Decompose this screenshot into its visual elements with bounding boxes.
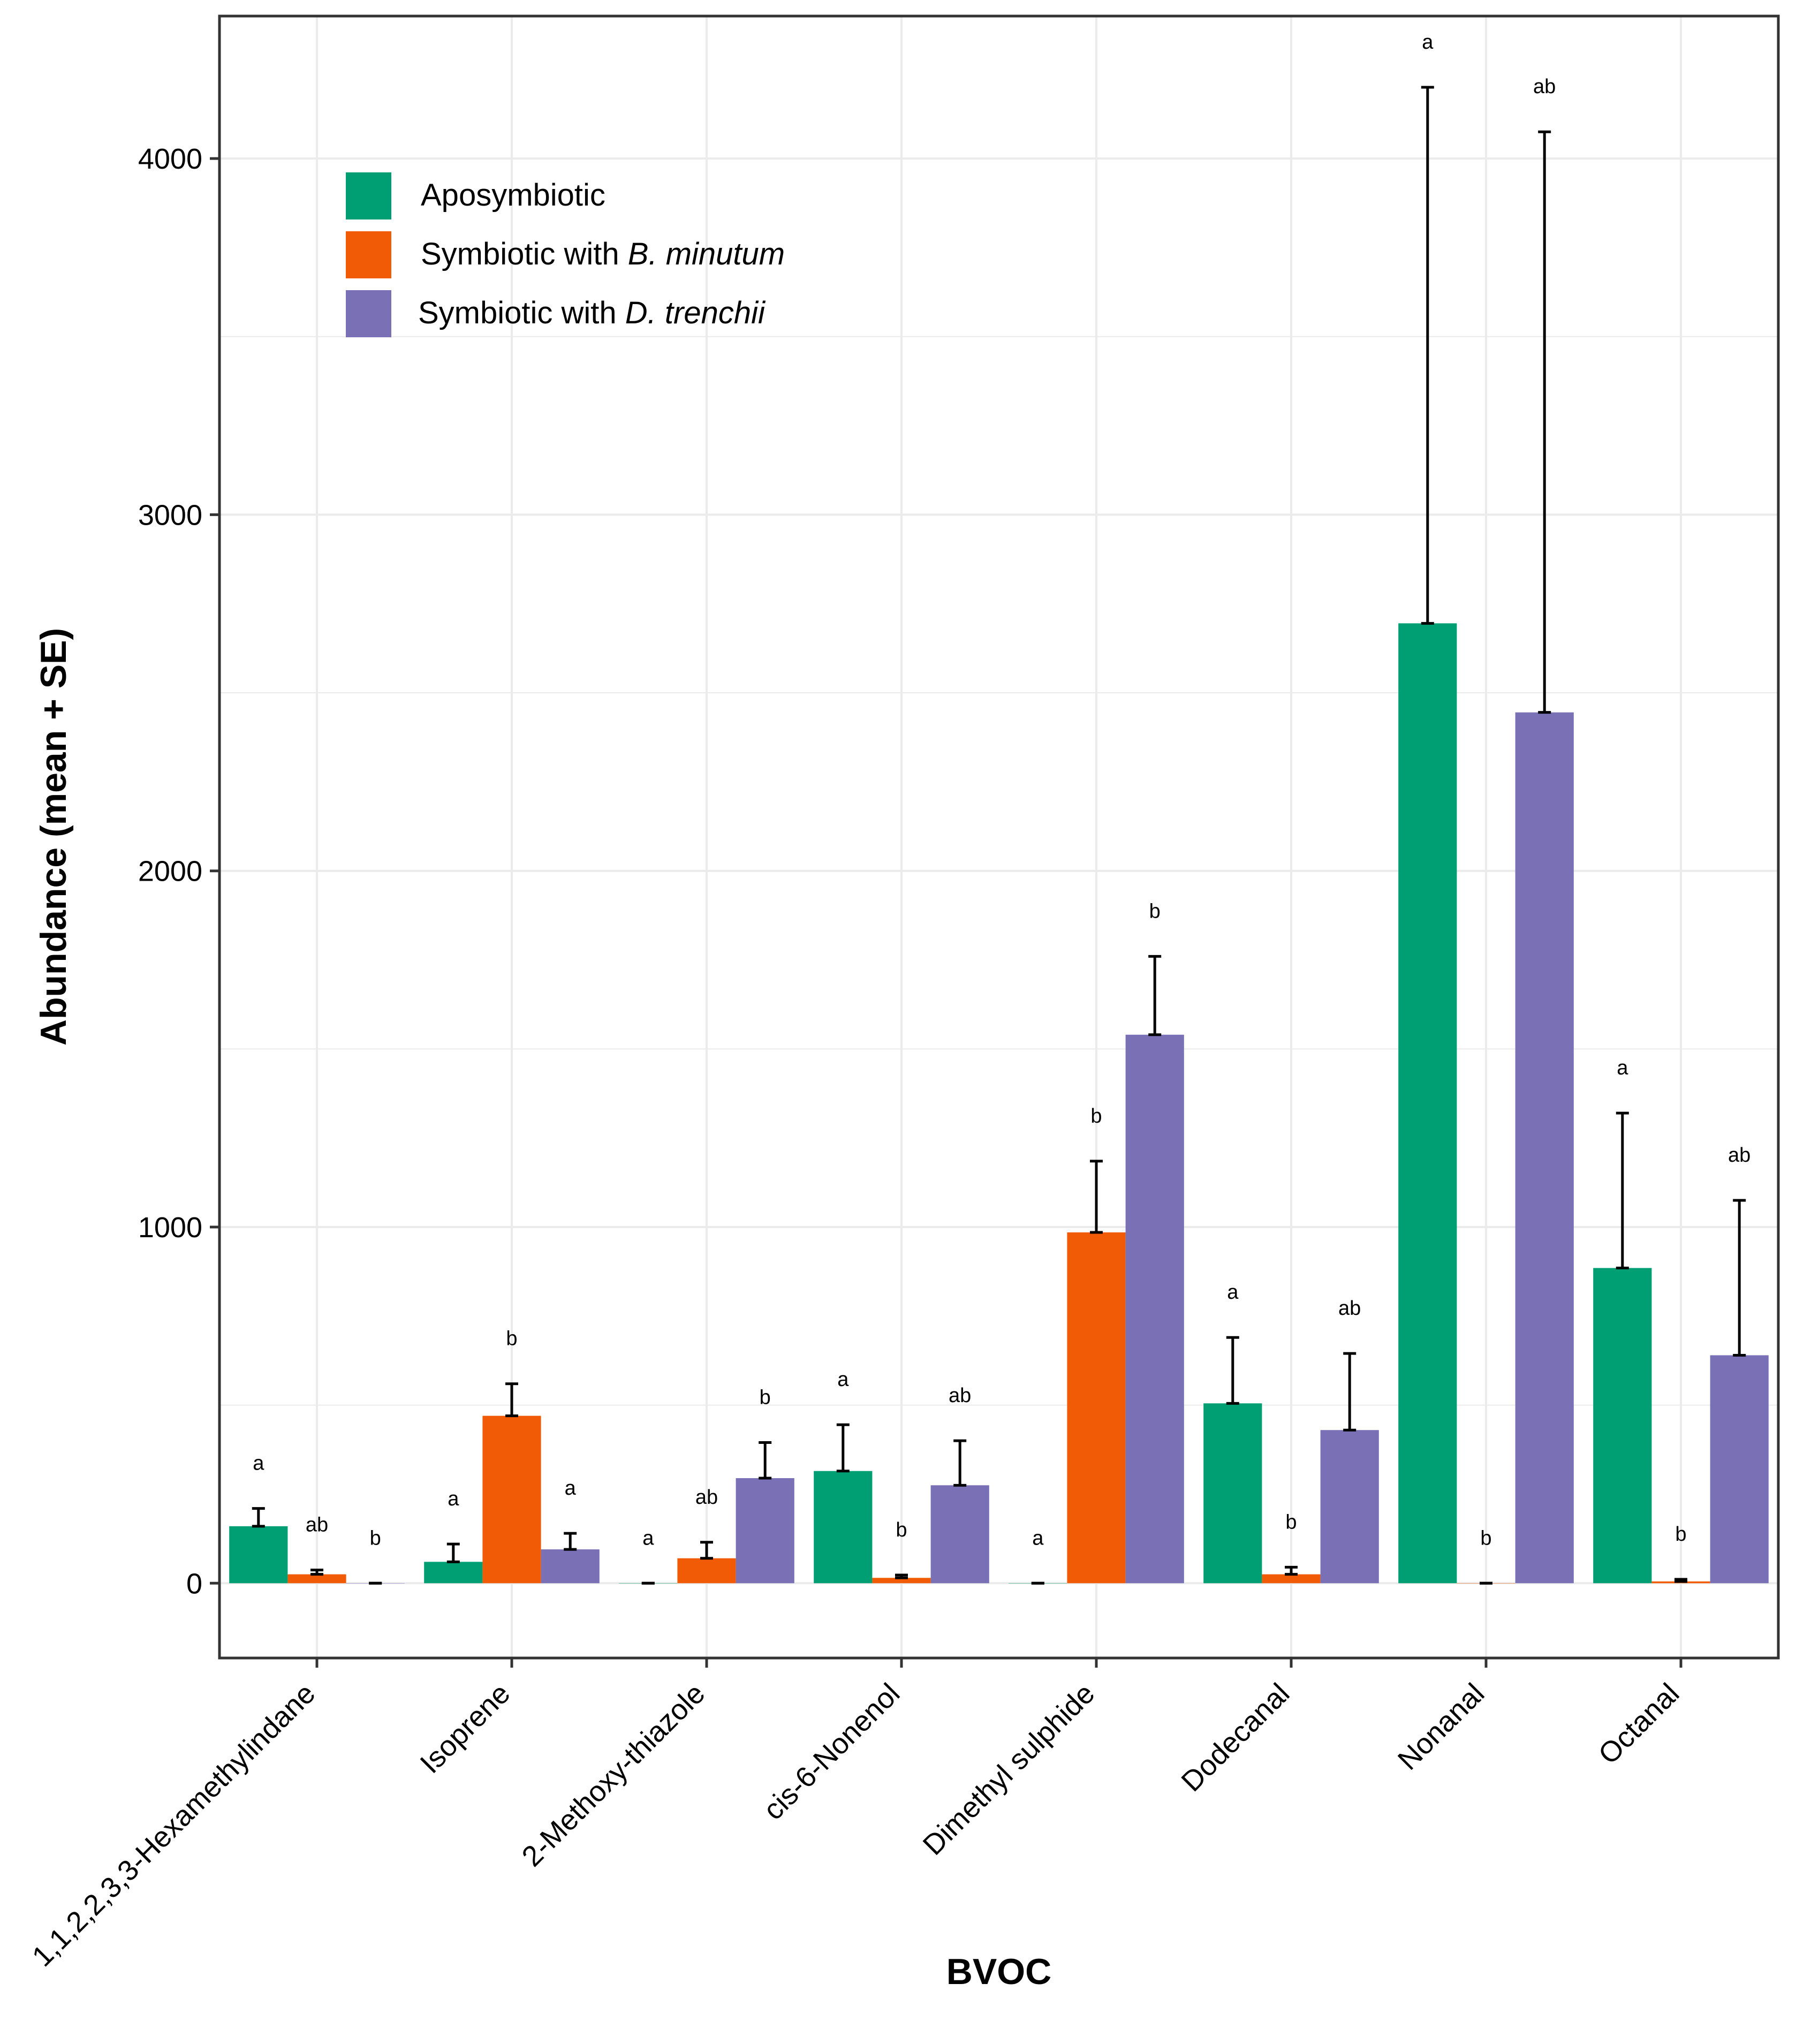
significance-letter: b xyxy=(370,1527,381,1549)
significance-letter: a xyxy=(837,1368,849,1391)
significance-letter: ab xyxy=(695,1486,718,1509)
significance-letter: a xyxy=(448,1488,459,1510)
significance-letter: b xyxy=(760,1386,771,1409)
bar xyxy=(541,1549,600,1584)
significance-letter: b xyxy=(1090,1105,1102,1127)
bar xyxy=(677,1558,736,1584)
bar xyxy=(1398,623,1457,1584)
legend-label-b-minutum: Symbiotic with B. minutum xyxy=(421,237,785,271)
significance-letter: ab xyxy=(306,1514,328,1536)
y-tick-label: 3000 xyxy=(138,499,202,531)
bar xyxy=(930,1485,989,1584)
significance-letter: a xyxy=(1422,31,1434,54)
significance-letter: b xyxy=(1285,1511,1297,1533)
significance-letter: ab xyxy=(1338,1297,1361,1320)
significance-letter: b xyxy=(1149,900,1161,922)
bar xyxy=(1710,1355,1769,1584)
legend-label-b-minutum-prefix: Symbiotic with xyxy=(421,237,628,271)
significance-letter: b xyxy=(896,1519,907,1541)
bar xyxy=(1320,1430,1379,1584)
significance-letter: b xyxy=(1480,1527,1491,1549)
y-axis-title: Abundance (mean + SE) xyxy=(33,628,74,1046)
significance-letter: ab xyxy=(1728,1144,1750,1167)
legend-label-d-trenchii: Symbiotic with D. trenchii xyxy=(418,296,766,330)
significance-letter: b xyxy=(506,1328,517,1350)
bar xyxy=(229,1526,288,1584)
significance-letter: a xyxy=(1032,1527,1044,1549)
legend-label-d-trenchii-species: D. trenchii xyxy=(625,296,766,330)
bar xyxy=(814,1471,873,1584)
y-tick-label: 1000 xyxy=(138,1212,202,1244)
legend-label-d-trenchii-prefix: Symbiotic with xyxy=(418,296,625,330)
legend-label-b-minutum-species: B. minutum xyxy=(628,237,785,271)
bar xyxy=(424,1562,483,1584)
bar xyxy=(1125,1034,1184,1584)
error-bar-layer xyxy=(252,86,1746,1585)
bar-layer xyxy=(229,623,1769,1584)
plot-panel-border xyxy=(218,14,1780,1660)
legend: Aposymbiotic Symbiotic with B. minutum S… xyxy=(346,172,785,337)
bar xyxy=(1515,712,1574,1584)
bar xyxy=(736,1478,794,1584)
significance-letter: ab xyxy=(949,1384,971,1407)
legend-key-b-minutum xyxy=(346,231,391,278)
significance-letter: a xyxy=(642,1527,654,1549)
y-tick-label: 4000 xyxy=(138,143,202,175)
significance-letter: a xyxy=(253,1452,264,1475)
legend-key-d-trenchii xyxy=(346,290,391,337)
bar xyxy=(1262,1574,1321,1584)
y-tick-label: 2000 xyxy=(138,856,202,888)
x-axis-title: BVOC xyxy=(946,1951,1051,1992)
significance-letter: b xyxy=(1675,1523,1686,1546)
significance-letter: a xyxy=(565,1477,577,1500)
bar xyxy=(872,1578,931,1584)
legend-key-aposymbiotic xyxy=(346,172,391,219)
bar xyxy=(287,1574,346,1584)
legend-label-aposymbiotic: Aposymbiotic xyxy=(421,178,605,213)
bar xyxy=(1593,1268,1652,1584)
significance-letter: a xyxy=(1617,1057,1628,1079)
significance-letter: a xyxy=(1227,1281,1239,1304)
bar xyxy=(1067,1232,1126,1584)
bar xyxy=(482,1415,541,1584)
significance-letter: ab xyxy=(1533,75,1556,98)
bar xyxy=(1203,1403,1262,1584)
y-tick-label: 0 xyxy=(186,1568,202,1600)
